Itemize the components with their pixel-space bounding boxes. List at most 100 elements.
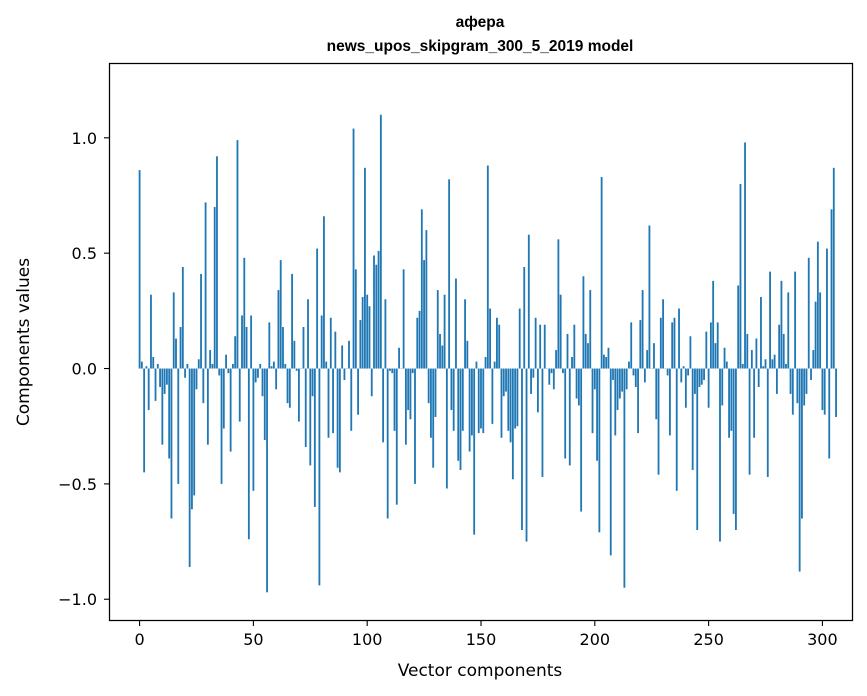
bar-component-101 [368, 306, 371, 369]
bar-component-209 [614, 368, 617, 436]
bar-component-288 [794, 271, 797, 369]
bar-component-160 [502, 368, 505, 397]
bar-component-130 [434, 368, 437, 417]
bar-component-229 [659, 317, 662, 369]
bar-component-176 [539, 324, 542, 369]
bar-component-81 [323, 216, 325, 369]
bar-component-57 [268, 322, 271, 369]
bar-component-257 [723, 347, 726, 369]
bar-component-21 [186, 363, 189, 369]
bar-component-38 [225, 354, 227, 369]
bar-component-120 [411, 368, 414, 374]
bar-component-132 [439, 333, 441, 369]
bar-component-148 [475, 361, 478, 369]
bar-component-103 [373, 255, 375, 369]
x-tick-label-100: 100 [352, 630, 383, 649]
bar-component-273 [760, 297, 762, 369]
bar-component-59 [272, 361, 275, 369]
bar-component-295 [810, 368, 812, 381]
bar-component-215 [628, 361, 630, 369]
bar-component-20 [184, 368, 187, 378]
bar-component-243 [691, 368, 694, 471]
bar-component-18 [179, 327, 182, 369]
bar-component-36 [220, 368, 223, 484]
bar-component-41 [232, 363, 234, 369]
bar-component-33 [213, 207, 216, 369]
bar-component-63 [282, 327, 284, 369]
bar-component-272 [757, 368, 760, 387]
bar-component-304 [830, 209, 833, 369]
bar-component-237 [678, 308, 680, 369]
y-tick-label-0: 1.0 [72, 129, 97, 148]
bar-component-97 [359, 320, 362, 369]
bar-component-4 [147, 368, 150, 411]
bar-component-68 [293, 340, 296, 369]
bar-component-85 [332, 368, 334, 434]
bar-component-191 [573, 324, 576, 369]
bar-component-241 [687, 368, 690, 376]
bar-component-302 [826, 248, 828, 369]
bar-component-60 [275, 368, 278, 390]
bar-component-78 [316, 248, 319, 369]
bar-component-161 [505, 368, 507, 392]
bar-component-122 [416, 317, 419, 369]
bar-component-163 [509, 368, 512, 443]
bar-component-188 [566, 333, 569, 369]
bar-component-32 [211, 363, 214, 369]
bar-component-0 [138, 170, 141, 369]
bar-component-275 [764, 359, 767, 369]
bar-component-136 [448, 179, 451, 369]
bar-component-278 [771, 359, 774, 369]
bar-component-124 [420, 209, 423, 369]
bar-component-141 [459, 368, 462, 471]
bar-component-212 [621, 368, 624, 392]
bar-component-118 [407, 368, 410, 411]
bar-component-5 [150, 294, 152, 369]
bar-component-138 [452, 368, 455, 431]
bar-component-80 [320, 315, 323, 369]
bar-component-189 [568, 368, 571, 466]
bar-component-25 [195, 368, 198, 390]
bar-component-177 [541, 368, 544, 477]
bar-component-169 [523, 267, 526, 369]
y-axis-label: Components values [14, 258, 34, 426]
bar-component-10 [161, 368, 164, 445]
bar-component-227 [655, 368, 658, 420]
bar-component-31 [209, 350, 212, 369]
bar-component-127 [427, 368, 430, 404]
bar-component-152 [484, 357, 487, 369]
bar-component-182 [552, 368, 555, 390]
bar-component-201 [596, 368, 598, 461]
x-tick-label-150: 150 [466, 630, 497, 649]
bar-component-156 [493, 361, 496, 369]
bar-component-44 [238, 368, 241, 422]
x-tick-label-0: 0 [134, 630, 144, 649]
bar-component-250 [707, 368, 710, 408]
y-tick-label-2: 0.0 [72, 360, 97, 379]
y-tick-label-1: 0.5 [72, 244, 97, 263]
bar-component-296 [812, 350, 815, 369]
bar-component-116 [402, 269, 405, 369]
bar-component-244 [694, 368, 696, 394]
bar-component-264 [739, 183, 742, 369]
bar-component-286 [789, 368, 792, 394]
bar-component-37 [222, 368, 225, 429]
bar-component-260 [730, 368, 733, 431]
bar-component-166 [516, 368, 519, 427]
bar-component-265 [741, 363, 744, 369]
bar-component-9 [159, 368, 161, 387]
bar-component-287 [791, 368, 794, 415]
bar-component-253 [714, 343, 717, 369]
bar-component-114 [398, 347, 400, 369]
bar-component-87 [336, 368, 339, 468]
bar-component-203 [600, 177, 603, 369]
bar-component-40 [229, 368, 232, 452]
bar-component-270 [753, 368, 756, 438]
bar-component-164 [511, 368, 514, 480]
bar-component-190 [571, 357, 573, 369]
bar-component-223 [646, 350, 649, 369]
bar-component-183 [555, 350, 558, 369]
bar-component-56 [266, 368, 268, 593]
